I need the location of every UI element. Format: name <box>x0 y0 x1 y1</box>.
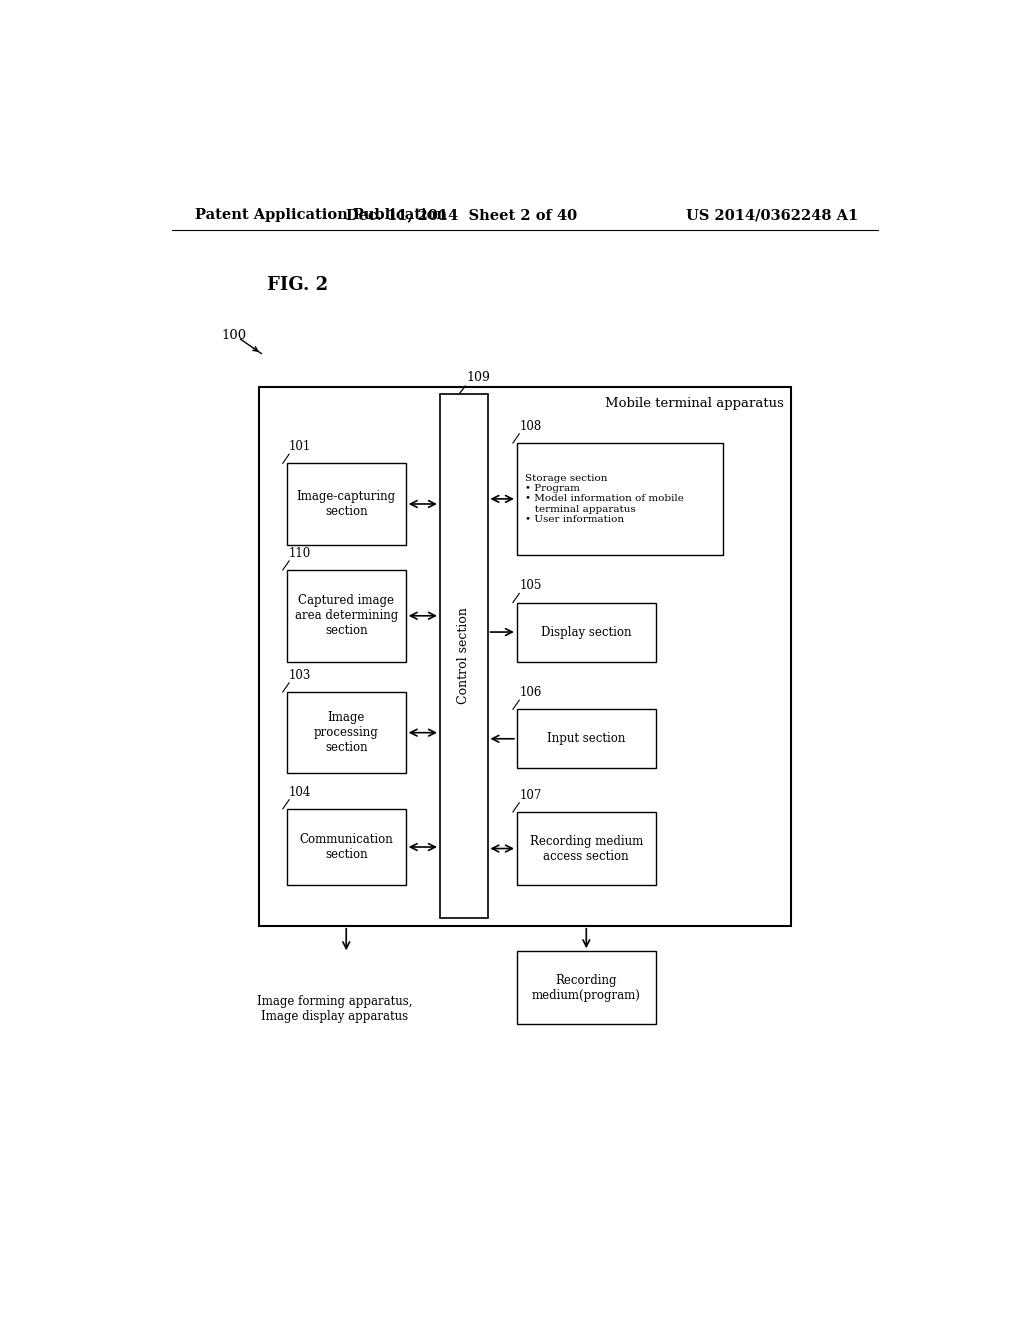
Bar <box>517 952 655 1024</box>
Text: Image forming apparatus,
Image display apparatus: Image forming apparatus, Image display a… <box>257 995 412 1023</box>
Text: Control section: Control section <box>457 607 470 705</box>
Text: Display section: Display section <box>541 626 632 639</box>
Bar <box>287 809 406 886</box>
Text: Dec. 11, 2014  Sheet 2 of 40: Dec. 11, 2014 Sheet 2 of 40 <box>346 209 577 222</box>
Bar <box>259 387 791 925</box>
Bar <box>517 444 723 554</box>
Text: 101: 101 <box>289 440 311 453</box>
Text: 103: 103 <box>289 669 311 682</box>
Text: 107: 107 <box>519 789 542 801</box>
Text: FIG. 2: FIG. 2 <box>267 276 328 294</box>
Text: Image
processing
section: Image processing section <box>314 711 379 754</box>
Text: 106: 106 <box>519 686 542 700</box>
Text: 109: 109 <box>467 371 490 384</box>
Bar <box>287 463 406 545</box>
Bar <box>287 570 406 661</box>
Bar <box>517 709 655 768</box>
Text: 100: 100 <box>221 329 247 342</box>
Bar <box>517 602 655 661</box>
Text: 105: 105 <box>519 579 542 593</box>
Text: 104: 104 <box>289 785 311 799</box>
Text: Recording
medium(program): Recording medium(program) <box>531 974 641 1002</box>
Text: 108: 108 <box>519 420 542 433</box>
Text: Captured image
area determining
section: Captured image area determining section <box>295 594 398 638</box>
Text: Recording medium
access section: Recording medium access section <box>529 834 643 862</box>
Text: Storage section
• Program
• Model information of mobile
   terminal apparatus
• : Storage section • Program • Model inform… <box>524 474 684 524</box>
Text: Input section: Input section <box>547 733 626 746</box>
Text: Mobile terminal apparatus: Mobile terminal apparatus <box>605 397 784 411</box>
Text: Patent Application Publication: Patent Application Publication <box>196 209 447 222</box>
Text: 110: 110 <box>289 546 311 560</box>
Text: US 2014/0362248 A1: US 2014/0362248 A1 <box>686 209 858 222</box>
Bar <box>440 395 487 917</box>
Bar <box>517 812 655 886</box>
Text: Communication
section: Communication section <box>299 833 393 861</box>
Text: Image-capturing
section: Image-capturing section <box>297 490 396 517</box>
Bar <box>287 692 406 774</box>
